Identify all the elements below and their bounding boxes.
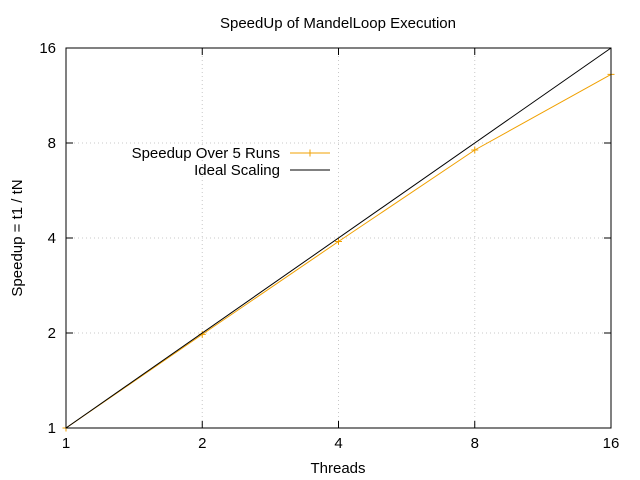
y-tick-label: 2 [48,325,56,342]
x-tick-label: 4 [334,435,342,452]
series-line-1 [65,47,612,429]
y-tick-label: 8 [48,135,56,152]
y-tick-label: 4 [48,230,56,247]
data-point-marker [335,237,342,245]
legend-marker-0 [306,149,314,157]
data-point-marker [471,146,479,154]
x-tick-label: 2 [198,435,206,452]
y-tick-label: 16 [39,40,56,57]
x-tick-label: 16 [603,435,620,452]
x-tick-label: 1 [62,435,70,452]
ticks: 1 2 4 8 16 1 2 4 8 16 [39,40,619,452]
y-axis-label: Speedup = t1 / tN [9,179,26,296]
chart-title: SpeedUp of MandelLoop Execution [220,15,456,32]
legend-label-0: Speedup Over 5 Runs [132,145,280,162]
y-tick-label: 1 [48,420,56,437]
series-layer [62,47,615,432]
x-tick-label: 8 [471,435,479,452]
legend-label-1: Ideal Scaling [194,162,280,179]
x-axis-label: Threads [310,460,365,477]
series-line-0 [65,73,612,429]
